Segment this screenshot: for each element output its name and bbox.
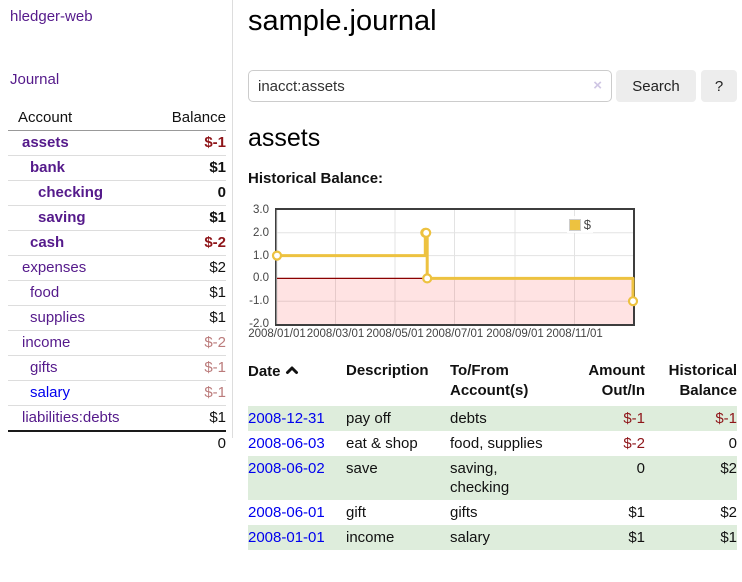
account-balance: $1 [154,305,226,331]
chart-canvas [271,210,639,324]
account-link-gifts[interactable]: gifts [30,359,58,376]
transaction-row: 2008-06-02 save saving, checking 0 $2 [248,456,737,500]
account-link-expenses[interactable]: expenses [22,259,87,276]
account-link-salary[interactable]: salary [30,384,71,401]
transaction-accounts: saving, checking [450,460,510,496]
column-header-amount: Amount Out/In [588,362,645,399]
account-link-assets[interactable]: assets [22,134,69,151]
account-balance: $-1 [154,380,226,406]
account-link-supplies[interactable]: supplies [30,309,86,326]
transaction-date-link[interactable]: 2008-01-01 [248,529,325,546]
account-row: cash $-2 [8,230,226,256]
transaction-balance: $2 [720,460,737,477]
transaction-amount: $-2 [623,435,645,452]
column-header-balance: Historical Balance [668,362,737,399]
sidebar: hledger-web Journal Account Balance asse… [0,0,233,456]
account-row: assets $-1 [8,131,226,156]
transaction-date-link[interactable]: 2008-06-02 [248,460,325,477]
account-section-title: assets [248,124,321,152]
account-balance: $1 [154,280,226,306]
series-color-swatch-icon [568,218,581,231]
search-button[interactable]: Search [616,70,696,102]
transaction-description: gift [346,504,367,521]
transaction-amount: 0 [636,460,645,477]
account-row: salary $-1 [8,380,226,406]
transaction-description: save [346,460,378,477]
transaction-row: 2008-01-01 income salary $1 $1 [248,525,737,550]
accounts-total-balance: 0 [154,430,226,456]
search-form: × Search ? [248,70,737,102]
transactions-header-row: Date Description To/From Account(s) Amou… [248,358,737,406]
account-link-income[interactable]: income [22,334,71,351]
transaction-amount: $1 [628,529,645,546]
account-balance: $-2 [154,330,226,356]
account-balance: $1 [154,405,226,431]
transaction-accounts: gifts [450,504,478,521]
accounts-header-account: Account [8,106,155,131]
account-link-checking[interactable]: checking [38,184,104,201]
page-title: sample.journal [248,5,437,37]
help-button[interactable]: ? [701,70,737,102]
account-row: bank $1 [8,155,226,181]
chart-plot-area: $ [271,208,639,326]
account-link-bank[interactable]: bank [30,159,66,176]
account-row: food $1 [8,280,226,306]
account-link-cash[interactable]: cash [30,234,65,251]
column-header-tofrom: To/From Account(s) [450,362,529,399]
transaction-row: 2008-06-01 gift gifts $1 $2 [248,500,737,525]
transaction-description: pay off [346,410,391,427]
account-row: liabilities:debts $1 [8,405,226,431]
account-link-liabilities-debts[interactable]: liabilities:debts [22,409,120,426]
accounts-table: Account Balance assets $-1 bank $1 check… [8,106,226,456]
account-balance: $2 [154,255,226,281]
account-row: gifts $-1 [8,355,226,381]
accounts-total-row: 0 [8,430,226,456]
chart-legend: $ [566,216,593,233]
transaction-accounts: salary [450,529,491,546]
transaction-balance: 0 [728,435,737,452]
account-balance: $1 [154,155,226,181]
transaction-amount: $-1 [623,410,645,427]
transaction-amount: $1 [628,504,645,521]
chart-title: Historical Balance: [248,170,384,187]
column-header-date[interactable]: Date [248,358,346,406]
clear-search-icon[interactable]: × [593,77,602,94]
search-input-wrapper: × [248,70,612,102]
historical-balance-chart: 3.0 2.0 1.0 0.0 -1.0 -2.0 $ 2008/01/01 2008/03… [248,202,693,347]
transaction-balance: $2 [720,504,737,521]
transaction-accounts: food, supplies [450,435,543,452]
account-balance: $-1 [204,134,226,151]
account-row: income $-2 [8,330,226,356]
transaction-balance: $-1 [715,410,737,427]
legend-series-label: $ [583,217,591,232]
account-row: expenses $2 [8,255,226,281]
account-row: checking 0 [8,180,226,206]
account-link-saving[interactable]: saving [38,209,86,226]
account-balance: $-1 [154,355,226,381]
transaction-date-link[interactable]: 2008-12-31 [248,410,325,427]
account-balance: $-2 [154,230,226,256]
transaction-date-link[interactable]: 2008-06-01 [248,504,325,521]
accounts-header-balance: Balance [154,106,226,131]
search-input[interactable] [248,70,612,102]
sidebar-item-journal[interactable]: Journal [10,71,60,88]
transaction-description: income [346,529,395,546]
transactions-table: Date Description To/From Account(s) Amou… [248,358,737,550]
sort-ascending-icon [285,361,299,381]
transaction-row: 2008-06-03 eat & shop food, supplies $-2… [248,431,737,456]
column-header-description: Description [346,362,429,379]
transaction-accounts: debts [450,410,487,427]
transaction-row: 2008-12-31 pay off debts $-1 $-1 [248,406,737,431]
account-row: saving $1 [8,205,226,231]
app-brand-link[interactable]: hledger-web [10,8,93,25]
transaction-balance: $1 [720,529,737,546]
account-balance: 0 [154,180,226,206]
account-row: supplies $1 [8,305,226,331]
account-link-food[interactable]: food [30,284,60,301]
accounts-table-header: Account Balance [8,106,226,131]
transaction-description: eat & shop [346,435,418,452]
account-balance: $1 [154,205,226,231]
transaction-date-link[interactable]: 2008-06-03 [248,435,325,452]
